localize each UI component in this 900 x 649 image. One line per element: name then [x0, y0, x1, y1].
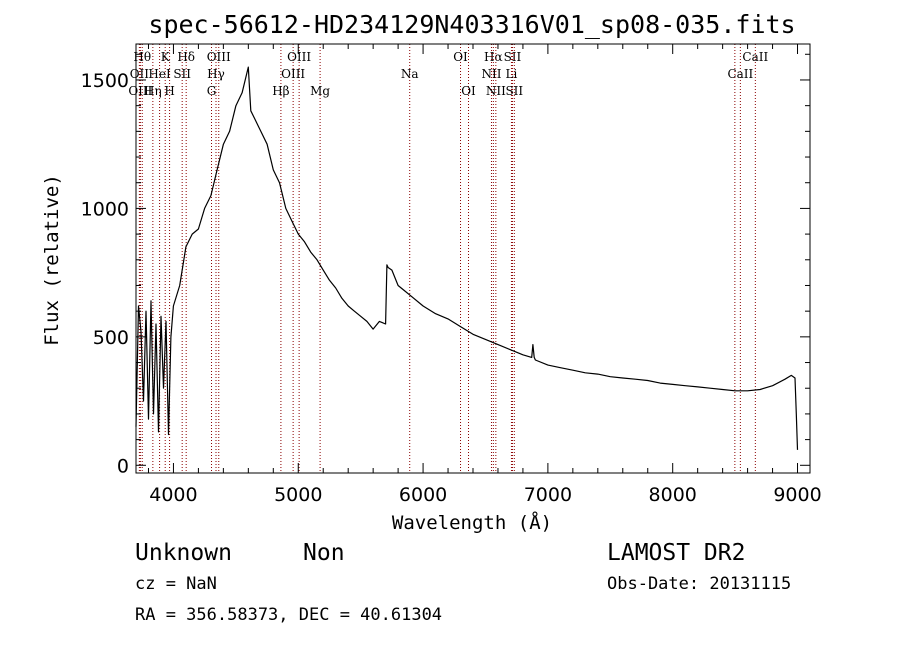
spectral-line-label: SII	[504, 50, 522, 64]
spectral-line-label: Hα	[484, 50, 503, 64]
x-axis-label: Wavelength (Å)	[392, 511, 552, 534]
x-tick-label: 9000	[773, 484, 821, 506]
spectral-line-label: OIII	[287, 50, 311, 64]
flux-line	[135, 66, 799, 450]
spectral-line-label: Hη	[144, 84, 162, 98]
spectral-line-label: Hγ	[207, 67, 225, 81]
coordinates-text: RA = 356.58373, DEC = 40.61304	[135, 605, 442, 625]
spectral-line-label: Hδ	[177, 50, 195, 64]
spectral-line-label: CaII	[742, 50, 768, 64]
x-tick-label: 7000	[524, 484, 572, 506]
spectral-line-label: HeI	[148, 67, 171, 81]
spectral-line-label: NII	[486, 84, 506, 98]
spectral-line-label: OII	[130, 67, 150, 81]
axes: 4000 5000 6000 7000 8000 9000 0 500 1000 1500	[81, 43, 822, 506]
spectral-line-label: G	[207, 84, 217, 98]
spectral-line-label: Na	[401, 67, 419, 81]
redshift-text: cz = NaN	[135, 574, 217, 594]
object-subclass: Non	[303, 540, 345, 566]
spectral-line-label: K	[161, 50, 171, 64]
x-tick-label: 4000	[149, 484, 197, 506]
spectral-line-label: SII	[173, 67, 191, 81]
x-tick-label: 8000	[649, 484, 697, 506]
object-class: Unknown	[135, 540, 232, 566]
spectral-line-label: OIII	[128, 84, 152, 98]
spectral-line-label: SII	[505, 84, 523, 98]
spectral-line-label: OIII	[207, 50, 231, 64]
x-tick-label: 6000	[399, 484, 447, 506]
spectral-line-label: Li	[506, 67, 518, 81]
spectral-line-label: Hθ	[133, 50, 151, 64]
spectral-line-label: Hβ	[272, 84, 289, 98]
y-tick-label: 500	[93, 327, 129, 349]
spectral-line-label: H	[164, 84, 174, 98]
y-tick-label: 0	[117, 455, 129, 477]
y-axis-label: Flux (relative)	[41, 174, 63, 346]
chart-title: spec-56612-HD234129N403316V01_sp08-035.f…	[148, 10, 795, 39]
spectral-line-label: Mg	[310, 84, 330, 98]
flux-series	[135, 66, 799, 450]
survey-name: LAMOST DR2	[607, 540, 745, 566]
spectral-line-label: OI	[453, 50, 468, 64]
y-tick-label: 1500	[81, 70, 129, 92]
spectral-line-label: OI	[461, 84, 476, 98]
obs-date: Obs-Date: 20131115	[607, 574, 791, 594]
spectral-line-label: CaII	[727, 67, 753, 81]
x-tick-label: 5000	[274, 484, 322, 506]
spectral-line-label: OIII	[281, 67, 305, 81]
y-tick-label: 1000	[81, 198, 129, 220]
plot-frame	[135, 43, 811, 474]
spectral-line-label: NII	[481, 67, 501, 81]
